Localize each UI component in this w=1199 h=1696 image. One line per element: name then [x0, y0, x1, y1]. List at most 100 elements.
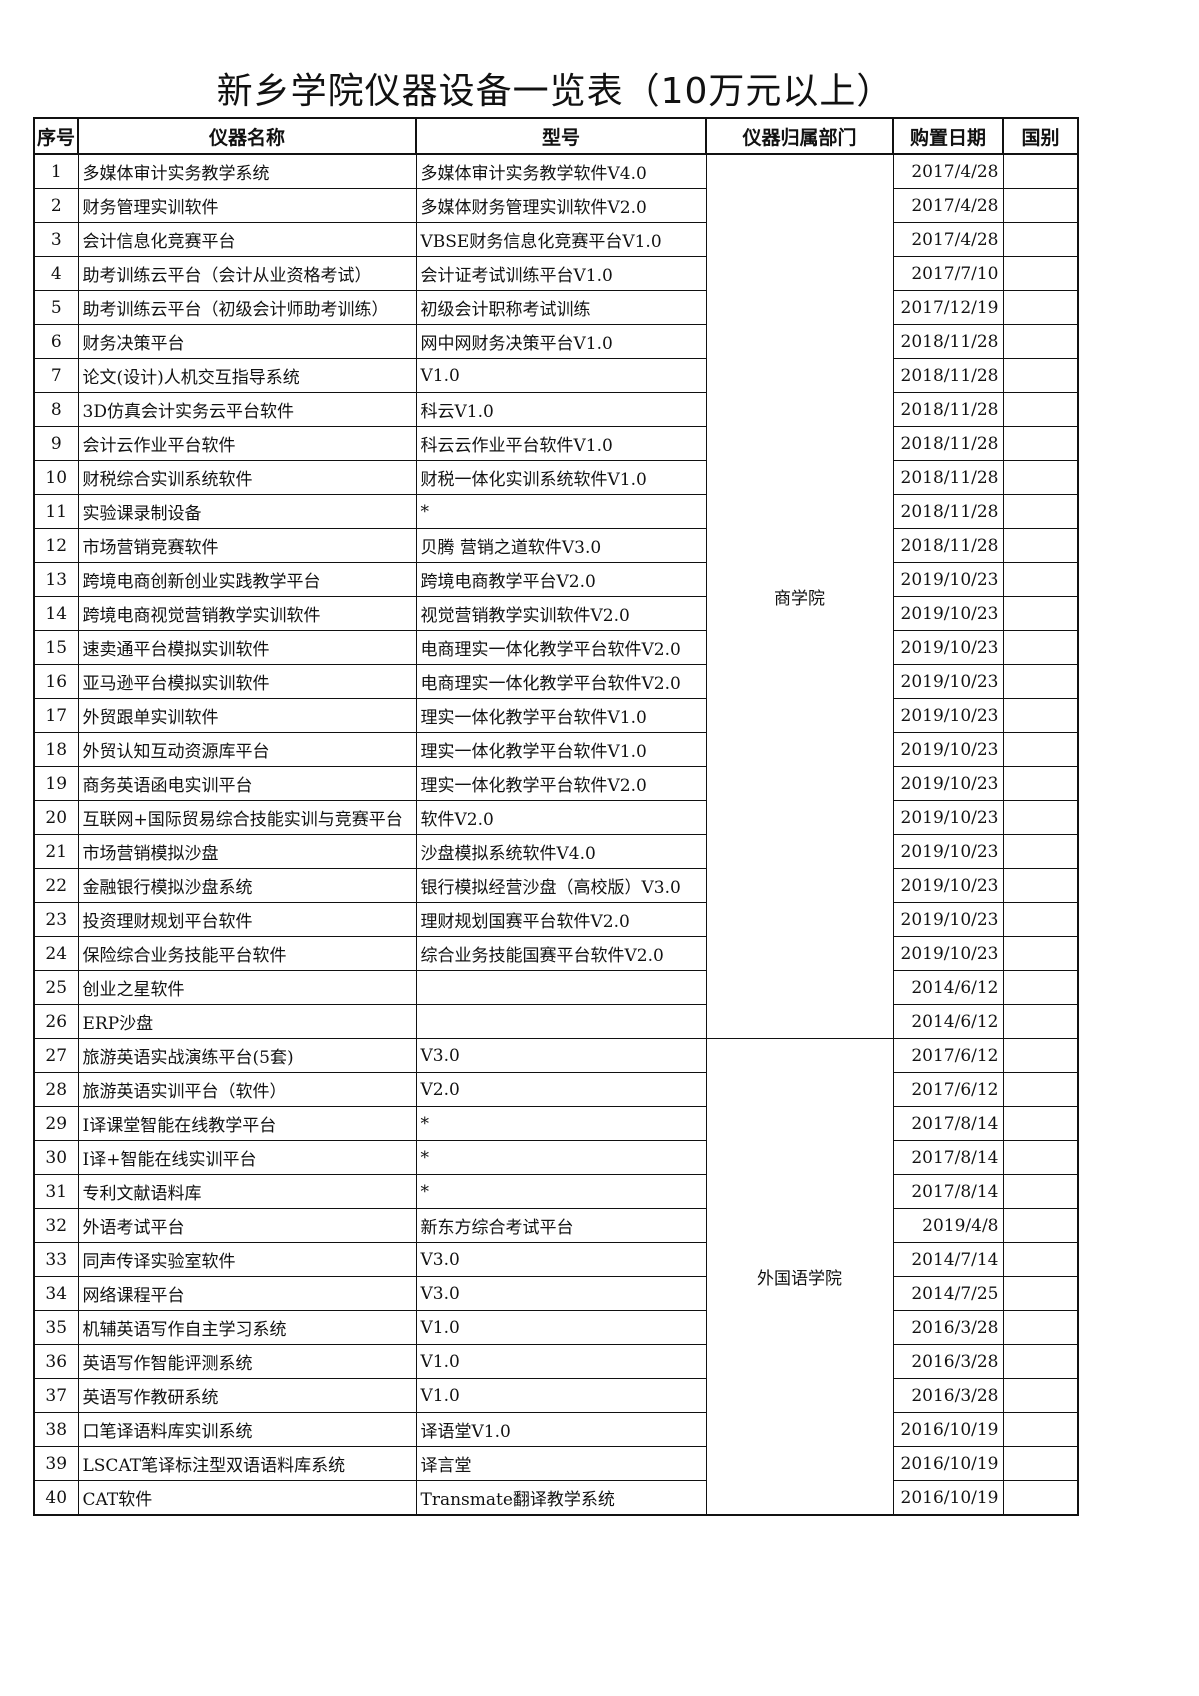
equipment-model: 会计证考试训练平台V1.0: [415, 256, 707, 291]
equipment-name: CAT软件: [77, 1480, 417, 1516]
row-index: 36: [33, 1344, 79, 1379]
country: [1002, 256, 1079, 291]
equipment-name: 跨境电商视觉营销教学实训软件: [77, 596, 417, 631]
equipment-model: V1.0: [415, 1378, 707, 1413]
country: [1002, 1106, 1079, 1141]
table-row: 3 会计信息化竞赛平台 VBSE财务信息化竞赛平台V1.0 2017/4/28: [33, 222, 1079, 257]
equipment-name: 同声传译实验室软件: [77, 1242, 417, 1277]
purchase-date: 2017/4/28: [892, 188, 1004, 223]
country: [1002, 392, 1079, 427]
equipment-name: 多媒体审计实务教学系统: [77, 153, 417, 189]
row-index: 35: [33, 1310, 79, 1345]
country: [1002, 528, 1079, 563]
table-row: 26 ERP沙盘 2014/6/12: [33, 1004, 1079, 1039]
purchase-date: 2017/8/14: [892, 1174, 1004, 1209]
purchase-date: 2019/10/23: [892, 936, 1004, 971]
equipment-name: 旅游英语实战演练平台(5套): [77, 1038, 417, 1073]
row-index: 12: [33, 528, 79, 563]
equipment-model: 理实一体化教学平台软件V2.0: [415, 766, 707, 801]
table-row: 15 速卖通平台模拟实训软件 电商理实一体化教学平台软件V2.0 2019/10/23: [33, 630, 1079, 665]
row-index: 24: [33, 936, 79, 971]
equipment-model: 跨境电商教学平台V2.0: [415, 562, 707, 597]
equipment-name: 论文(设计)人机交互指导系统: [77, 358, 417, 393]
equipment-model: 理财规划国赛平台软件V2.0: [415, 902, 707, 937]
table-row: 36 英语写作智能评测系统 V1.0 2016/3/28: [33, 1344, 1079, 1379]
purchase-date: 2016/3/28: [892, 1344, 1004, 1379]
row-index: 20: [33, 800, 79, 835]
equipment-name: 外贸认知互动资源库平台: [77, 732, 417, 767]
equipment-model: V1.0: [415, 1344, 707, 1379]
row-index: 3: [33, 222, 79, 257]
purchase-date: 2019/10/23: [892, 562, 1004, 597]
equipment-model: VBSE财务信息化竞赛平台V1.0: [415, 222, 707, 257]
country: [1002, 290, 1079, 325]
purchase-date: 2017/4/28: [892, 153, 1004, 189]
country: [1002, 1242, 1079, 1277]
equipment-name: 速卖通平台模拟实训软件: [77, 630, 417, 665]
purchase-date: 2018/11/28: [892, 528, 1004, 563]
equipment-name: 专利文献语料库: [77, 1174, 417, 1209]
row-index: 8: [33, 392, 79, 427]
header-dept: 仪器归属部门: [705, 117, 894, 155]
row-index: 19: [33, 766, 79, 801]
equipment-name: 英语写作教研系统: [77, 1378, 417, 1413]
equipment-model: 理实一体化教学平台软件V1.0: [415, 698, 707, 733]
equipment-name: I译+智能在线实训平台: [77, 1140, 417, 1175]
equipment-model: 新东方综合考试平台: [415, 1208, 707, 1243]
equipment-model: 电商理实一体化教学平台软件V2.0: [415, 630, 707, 665]
table-row: 29 I译课堂智能在线教学平台 * 2017/8/14: [33, 1106, 1079, 1141]
purchase-date: 2019/10/23: [892, 732, 1004, 767]
purchase-date: 2014/7/14: [892, 1242, 1004, 1277]
row-index: 37: [33, 1378, 79, 1413]
equipment-name: 财务决策平台: [77, 324, 417, 359]
equipment-name: 投资理财规划平台软件: [77, 902, 417, 937]
table-row: 19 商务英语函电实训平台 理实一体化教学平台软件V2.0 2019/10/23: [33, 766, 1079, 801]
country: [1002, 1412, 1079, 1447]
country: [1002, 153, 1079, 189]
equipment-name: ERP沙盘: [77, 1004, 417, 1039]
equipment-name: 外贸跟单实训软件: [77, 698, 417, 733]
row-index: 18: [33, 732, 79, 767]
equipment-name: 实验课录制设备: [77, 494, 417, 529]
equipment-name: LSCAT笔译标注型双语语料库系统: [77, 1446, 417, 1481]
country: [1002, 902, 1079, 937]
purchase-date: 2019/10/23: [892, 596, 1004, 631]
row-index: 33: [33, 1242, 79, 1277]
equipment-model: 视觉营销教学实训软件V2.0: [415, 596, 707, 631]
purchase-date: 2016/10/19: [892, 1412, 1004, 1447]
table-row: 39 LSCAT笔译标注型双语语料库系统 译言堂 2016/10/19: [33, 1446, 1079, 1481]
table-row: 5 助考训练云平台（初级会计师助考训练） 初级会计职称考试训练 2017/12/19: [33, 290, 1079, 325]
table-row: 32 外语考试平台 新东方综合考试平台 2019/4/8: [33, 1208, 1079, 1243]
equipment-name: 财务管理实训软件: [77, 188, 417, 223]
purchase-date: 2019/10/23: [892, 868, 1004, 903]
row-index: 11: [33, 494, 79, 529]
table-row: 33 同声传译实验室软件 V3.0 2014/7/14: [33, 1242, 1079, 1277]
country: [1002, 1004, 1079, 1039]
equipment-model: 沙盘模拟系统软件V4.0: [415, 834, 707, 869]
country: [1002, 596, 1079, 631]
row-index: 5: [33, 290, 79, 325]
equipment-model: 网中网财务决策平台V1.0: [415, 324, 707, 359]
country: [1002, 868, 1079, 903]
table-row: 40 CAT软件 Transmate翻译教学系统 2016/10/19: [33, 1480, 1079, 1516]
equipment-name: 网络课程平台: [77, 1276, 417, 1311]
equipment-model: [415, 1004, 707, 1039]
row-index: 6: [33, 324, 79, 359]
table-row: 14 跨境电商视觉营销教学实训软件 视觉营销教学实训软件V2.0 2019/10/23: [33, 596, 1079, 631]
row-index: 32: [33, 1208, 79, 1243]
equipment-model: *: [415, 1106, 707, 1141]
header-index: 序号: [33, 117, 79, 155]
equipment-model: 银行模拟经营沙盘（高校版）V3.0: [415, 868, 707, 903]
country: [1002, 1174, 1079, 1209]
country: [1002, 1446, 1079, 1481]
equipment-model: 综合业务技能国赛平台软件V2.0: [415, 936, 707, 971]
row-index: 13: [33, 562, 79, 597]
purchase-date: 2019/10/23: [892, 766, 1004, 801]
purchase-date: 2019/10/23: [892, 800, 1004, 835]
equipment-name: 外语考试平台: [77, 1208, 417, 1243]
country: [1002, 494, 1079, 529]
country: [1002, 1378, 1079, 1413]
table-row: 11 实验课录制设备 * 2018/11/28: [33, 494, 1079, 529]
purchase-date: 2019/4/8: [892, 1208, 1004, 1243]
equipment-model: 贝腾 营销之道软件V3.0: [415, 528, 707, 563]
